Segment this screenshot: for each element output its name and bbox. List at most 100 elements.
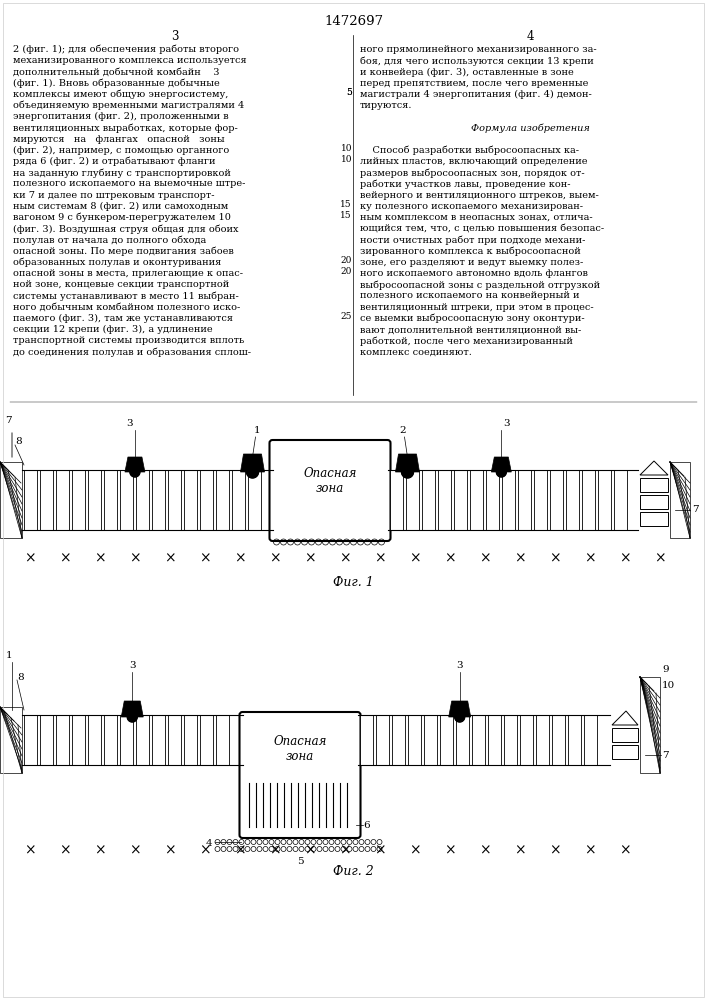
Text: ного прямолинейного механизированного за-: ного прямолинейного механизированного за… xyxy=(360,45,597,54)
Text: ×: × xyxy=(94,843,106,857)
FancyBboxPatch shape xyxy=(240,712,361,838)
Polygon shape xyxy=(491,457,511,472)
Bar xyxy=(232,470,245,530)
Polygon shape xyxy=(247,472,259,478)
Text: полезного ископаемого на конвейерный и: полезного ископаемого на конвейерный и xyxy=(360,291,580,300)
Text: ×: × xyxy=(514,843,526,857)
Text: 15: 15 xyxy=(340,200,352,209)
Text: Опасная
зона: Опасная зона xyxy=(274,735,327,763)
Polygon shape xyxy=(640,461,668,475)
Polygon shape xyxy=(612,711,638,725)
Polygon shape xyxy=(496,472,506,477)
Bar xyxy=(152,715,165,765)
Text: ной зоне, концевые секции транспортной: ной зоне, концевые секции транспортной xyxy=(13,280,229,289)
Text: ×: × xyxy=(304,843,316,857)
Bar xyxy=(640,512,668,526)
Text: 10: 10 xyxy=(341,144,352,153)
Text: 8: 8 xyxy=(15,438,22,446)
Text: (фиг. 1). Вновь образованные добычные: (фиг. 1). Вновь образованные добычные xyxy=(13,79,220,88)
Bar xyxy=(469,470,482,530)
Text: 7: 7 xyxy=(692,506,699,514)
Text: 3: 3 xyxy=(503,419,510,428)
Bar xyxy=(670,462,690,538)
Text: системы устанавливают в место 11 выбран-: системы устанавливают в место 11 выбран- xyxy=(13,291,239,301)
Bar xyxy=(640,677,660,773)
Bar xyxy=(0,462,22,538)
Polygon shape xyxy=(130,472,140,477)
Text: 7: 7 xyxy=(662,750,669,760)
Bar xyxy=(392,715,404,765)
Text: Фиг. 1: Фиг. 1 xyxy=(332,576,373,589)
Bar xyxy=(56,470,69,530)
Text: 10: 10 xyxy=(662,680,675,690)
Text: ×: × xyxy=(164,551,176,565)
Text: ×: × xyxy=(164,843,176,857)
Bar xyxy=(640,478,668,492)
Text: ×: × xyxy=(199,843,211,857)
Text: ×: × xyxy=(654,551,666,565)
Text: опасной зоны. По мере подвигания забоев: опасной зоны. По мере подвигания забоев xyxy=(13,247,234,256)
Text: (фиг. 2), например, с помощью органного: (фиг. 2), например, с помощью органного xyxy=(13,146,229,155)
Bar xyxy=(56,715,69,765)
Bar xyxy=(0,707,22,773)
Text: 2: 2 xyxy=(399,426,406,435)
Polygon shape xyxy=(402,472,414,478)
Bar xyxy=(375,715,389,765)
Bar xyxy=(551,715,564,765)
Text: секции 12 крепи (фиг. 3), а удлинение: секции 12 крепи (фиг. 3), а удлинение xyxy=(13,325,213,334)
Polygon shape xyxy=(449,701,471,717)
Text: ×: × xyxy=(619,551,631,565)
Text: 25: 25 xyxy=(341,312,352,321)
Text: выбросоопасной зоны с раздельной отгрузкой: выбросоопасной зоны с раздельной отгрузк… xyxy=(360,280,600,290)
Text: 9: 9 xyxy=(662,666,669,674)
Text: 3: 3 xyxy=(171,30,179,43)
Bar xyxy=(88,470,101,530)
Bar xyxy=(40,715,53,765)
Text: полулав от начала до полного обхода: полулав от начала до полного обхода xyxy=(13,235,206,245)
Bar xyxy=(184,470,197,530)
Text: ×: × xyxy=(269,551,281,565)
Text: полезного ископаемого на выемочные штре-: полезного ископаемого на выемочные штре- xyxy=(13,179,245,188)
Polygon shape xyxy=(125,457,145,472)
Text: ки 7 и далее по штрековым транспорт-: ки 7 и далее по штрековым транспорт- xyxy=(13,191,214,200)
Bar xyxy=(566,470,578,530)
Text: ×: × xyxy=(199,551,211,565)
Text: ×: × xyxy=(339,843,351,857)
Text: тируются.: тируются. xyxy=(360,101,412,110)
Bar xyxy=(120,470,133,530)
Bar xyxy=(200,715,213,765)
Bar xyxy=(472,715,484,765)
Bar xyxy=(534,470,547,530)
Text: ного добычным комбайном полезного иско-: ного добычным комбайном полезного иско- xyxy=(13,303,240,312)
Text: 20: 20 xyxy=(341,256,352,265)
Text: паемого (фиг. 3), там же устанавливаются: паемого (фиг. 3), там же устанавливаются xyxy=(13,314,233,323)
Bar xyxy=(24,715,37,765)
Text: (фиг. 3). Воздушная струя общая для обоих: (фиг. 3). Воздушная струя общая для обои… xyxy=(13,224,238,234)
Text: 3: 3 xyxy=(457,661,463,670)
Text: ×: × xyxy=(514,551,526,565)
Text: ×: × xyxy=(409,843,421,857)
Bar xyxy=(136,715,149,765)
Text: 1472697: 1472697 xyxy=(324,15,383,28)
Text: Опасная
зона: Опасная зона xyxy=(303,467,357,495)
Text: ку полезного ископаемого механизирован-: ку полезного ископаемого механизирован- xyxy=(360,202,583,211)
Text: ным системам 8 (фиг. 2) или самоходным: ным системам 8 (фиг. 2) или самоходным xyxy=(13,202,228,211)
Bar xyxy=(640,495,668,509)
Bar xyxy=(168,470,181,530)
Bar xyxy=(407,715,421,765)
Bar xyxy=(72,715,85,765)
Bar xyxy=(612,728,638,742)
Bar xyxy=(568,715,580,765)
Bar xyxy=(583,715,597,765)
Bar xyxy=(24,470,37,530)
Text: ×: × xyxy=(374,843,386,857)
Text: ×: × xyxy=(374,551,386,565)
Text: Способ разработки выбросоопасных ка-: Способ разработки выбросоопасных ка- xyxy=(360,146,579,155)
Text: боя, для чего используются секции 13 крепи: боя, для чего используются секции 13 кре… xyxy=(360,56,594,66)
Text: дополнительный добычной комбайн    3: дополнительный добычной комбайн 3 xyxy=(13,67,219,76)
Text: ×: × xyxy=(24,843,36,857)
Bar xyxy=(597,470,611,530)
Text: ×: × xyxy=(59,551,71,565)
Text: ×: × xyxy=(409,551,421,565)
Bar xyxy=(535,715,549,765)
